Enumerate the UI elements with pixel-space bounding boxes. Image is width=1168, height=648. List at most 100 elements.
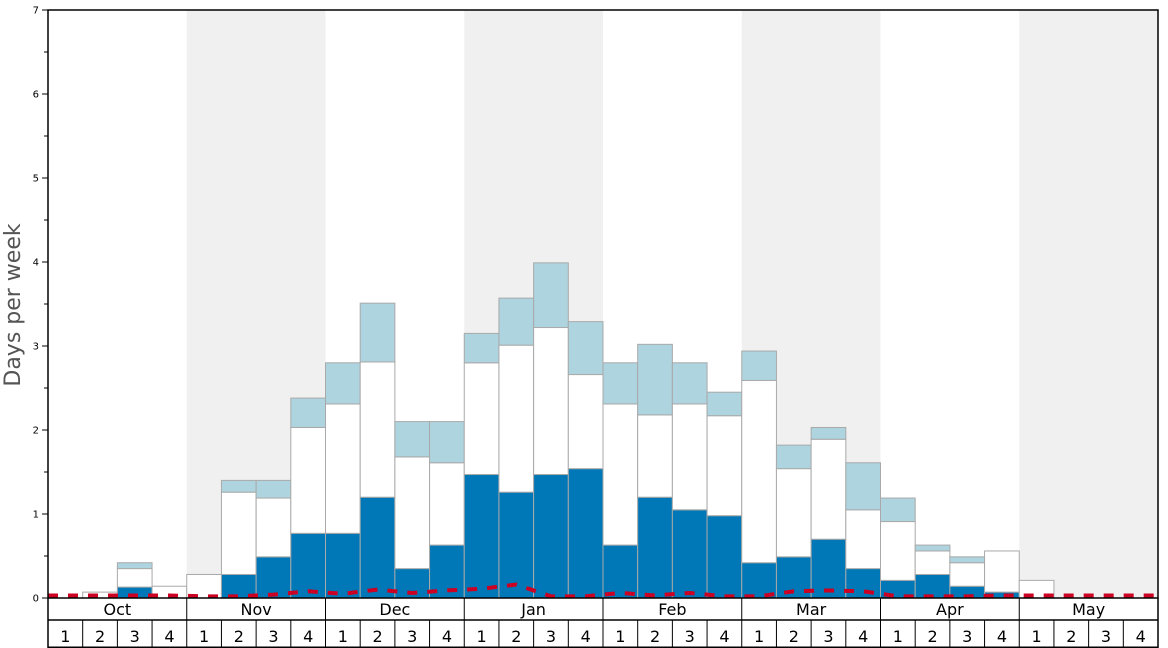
week-label: 2 bbox=[95, 627, 105, 646]
bar-segment bbox=[741, 379, 777, 564]
month-label-oct: Oct bbox=[104, 600, 132, 619]
bar-segment bbox=[255, 556, 292, 599]
bar-segment bbox=[325, 403, 361, 534]
week-label: 2 bbox=[372, 627, 382, 646]
bar-segment bbox=[671, 509, 708, 599]
week-label: 1 bbox=[754, 627, 764, 646]
bar-segment bbox=[637, 496, 673, 599]
y-tick-label: 6 bbox=[33, 90, 39, 101]
bar-segment bbox=[671, 362, 708, 405]
bar-segment bbox=[949, 556, 986, 564]
bar-segment bbox=[255, 497, 292, 558]
bar-segment bbox=[220, 479, 257, 493]
week-label: 4 bbox=[164, 627, 174, 646]
bar-segment bbox=[533, 474, 569, 599]
bar-segment bbox=[845, 509, 881, 570]
bar-segment bbox=[775, 444, 812, 470]
y-tick-label: 1 bbox=[33, 510, 39, 521]
week-label: 2 bbox=[234, 627, 244, 646]
week-label: 1 bbox=[893, 627, 903, 646]
bar-segment bbox=[220, 491, 257, 575]
month-shade-may bbox=[1019, 10, 1158, 598]
y-tick-label: 5 bbox=[33, 174, 39, 185]
bar-segment bbox=[706, 515, 743, 599]
week-label: 4 bbox=[303, 627, 313, 646]
bar-segment bbox=[706, 391, 743, 417]
bar-segment bbox=[637, 414, 673, 498]
y-axis-label: Days per week bbox=[1, 223, 26, 386]
week-label: 3 bbox=[407, 627, 417, 646]
bar-segment bbox=[533, 262, 569, 329]
week-label: 1 bbox=[615, 627, 625, 646]
bar-segment bbox=[914, 544, 951, 552]
bar-segment bbox=[880, 497, 916, 523]
bar-segment bbox=[429, 421, 465, 464]
week-label: 4 bbox=[997, 627, 1007, 646]
week-label: 2 bbox=[789, 627, 799, 646]
month-label-nov: Nov bbox=[241, 600, 272, 619]
bar-segment bbox=[359, 302, 396, 363]
bar-segment bbox=[880, 521, 916, 581]
bar-segment bbox=[325, 532, 361, 599]
week-label: 2 bbox=[511, 627, 521, 646]
bar-segment bbox=[429, 462, 465, 546]
week-label: 1 bbox=[1032, 627, 1042, 646]
bar-segment bbox=[116, 562, 153, 570]
bar-segment bbox=[394, 456, 431, 570]
bar-segment bbox=[429, 544, 465, 599]
week-label: 4 bbox=[581, 627, 591, 646]
bar-segment bbox=[463, 362, 500, 476]
week-label: 3 bbox=[823, 627, 833, 646]
week-label: 2 bbox=[1066, 627, 1076, 646]
week-label: 3 bbox=[685, 627, 695, 646]
week-label: 3 bbox=[268, 627, 278, 646]
week-label: 1 bbox=[338, 627, 348, 646]
bar-segment bbox=[359, 496, 396, 599]
week-label: 4 bbox=[719, 627, 729, 646]
month-label-apr: Apr bbox=[936, 600, 964, 619]
bar-segment bbox=[290, 397, 326, 428]
month-label-may: May bbox=[1072, 600, 1105, 619]
week-label: 4 bbox=[1136, 627, 1146, 646]
bar-segment bbox=[984, 550, 1020, 593]
y-tick-label: 2 bbox=[33, 426, 39, 437]
bar-segment bbox=[567, 321, 604, 376]
bar-segment bbox=[325, 362, 361, 405]
bar-segment bbox=[602, 544, 639, 599]
week-label: 4 bbox=[442, 627, 452, 646]
bar-segment bbox=[602, 362, 639, 405]
week-label: 3 bbox=[962, 627, 972, 646]
bar-segment bbox=[741, 350, 777, 381]
bar-segment bbox=[290, 532, 326, 599]
bar-segment bbox=[845, 462, 881, 511]
bar-segment bbox=[463, 474, 500, 599]
week-label: 3 bbox=[1101, 627, 1111, 646]
y-tick-label: 3 bbox=[33, 342, 39, 353]
bar-segment bbox=[567, 374, 604, 470]
bar-segment bbox=[706, 415, 743, 517]
bar-segment bbox=[810, 438, 847, 540]
month-label-jan: Jan bbox=[520, 600, 546, 619]
y-tick-label: 7 bbox=[33, 6, 39, 17]
bar-segment bbox=[116, 568, 153, 588]
bar-segment bbox=[498, 297, 535, 346]
bar-segment bbox=[949, 562, 986, 587]
week-label: 2 bbox=[650, 627, 660, 646]
week-label: 3 bbox=[546, 627, 556, 646]
bar-segment bbox=[533, 327, 569, 476]
axes bbox=[42, 9, 1159, 648]
month-label-mar: Mar bbox=[796, 600, 827, 619]
bar-segment bbox=[498, 491, 535, 599]
bar-segment bbox=[810, 538, 847, 599]
bar-segment bbox=[914, 550, 951, 575]
bar-segment bbox=[637, 343, 673, 416]
bar-segment bbox=[671, 403, 708, 511]
bar-segment bbox=[845, 568, 881, 599]
bar-segment bbox=[775, 468, 812, 558]
week-label: 1 bbox=[477, 627, 487, 646]
bar-segment bbox=[255, 479, 292, 499]
bar-segment bbox=[394, 421, 431, 458]
month-label-feb: Feb bbox=[658, 600, 686, 619]
bar-segment bbox=[359, 361, 396, 498]
